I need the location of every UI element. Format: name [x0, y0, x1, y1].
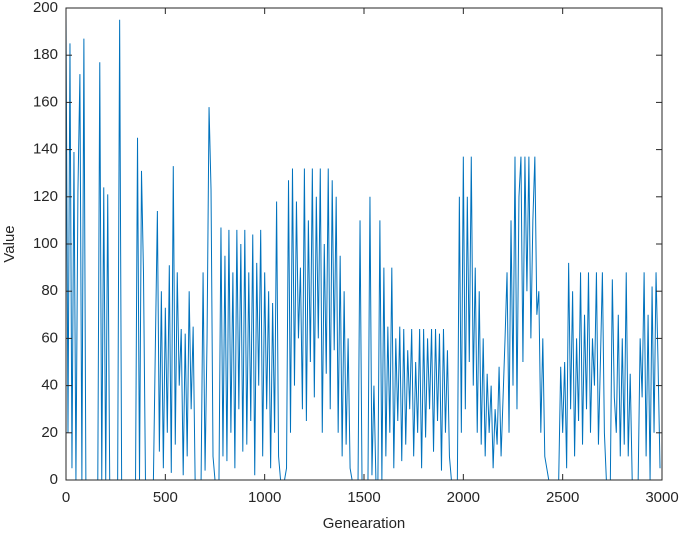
x-tick-label: 1500 [347, 489, 380, 506]
y-tick-label: 0 [50, 471, 58, 488]
y-tick-label: 60 [41, 329, 58, 346]
x-tick-label: 500 [153, 489, 178, 506]
y-tick-label: 80 [41, 282, 58, 299]
y-tick-label: 20 [41, 424, 58, 441]
y-axis-label: Value [1, 225, 18, 262]
y-tick-label: 100 [33, 235, 58, 252]
y-tick-label: 40 [41, 377, 58, 394]
y-tick-label: 120 [33, 188, 58, 205]
y-tick-label: 200 [33, 0, 58, 16]
y-tick-label: 160 [33, 93, 58, 110]
y-tick-label: 140 [33, 141, 58, 158]
x-tick-label: 0 [62, 489, 70, 506]
x-tick-label: 1000 [248, 489, 281, 506]
x-tick-label: 3000 [645, 489, 678, 506]
y-tick-label: 180 [33, 46, 58, 63]
x-tick-label: 2500 [546, 489, 579, 506]
x-tick-label: 2000 [447, 489, 480, 506]
x-axis-label: Genearation [323, 515, 406, 532]
